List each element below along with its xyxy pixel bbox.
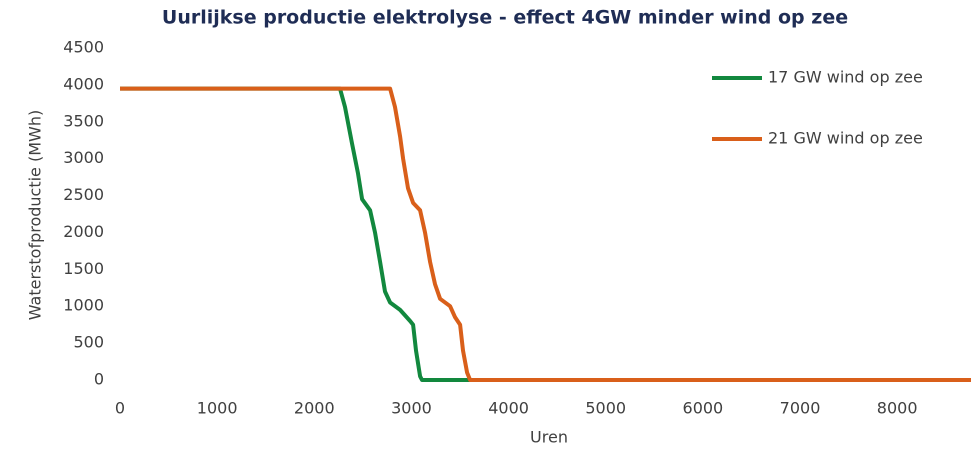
x-tick-label: 0 (115, 399, 125, 418)
y-tick-label: 3000 (63, 148, 104, 167)
y-axis-label: Waterstofproductie (MWh) (26, 110, 45, 321)
data-line (120, 86, 971, 382)
y-tick-label: 500 (73, 333, 104, 352)
x-tick-label: 7000 (780, 399, 821, 418)
legend-label: 21 GW wind op zee (768, 129, 923, 148)
y-tick-label: 4000 (63, 74, 104, 93)
x-tick-label: 5000 (585, 399, 626, 418)
y-tick-label: 2000 (63, 222, 104, 241)
x-axis-label: Uren (530, 428, 568, 447)
x-tick-label: 4000 (488, 399, 529, 418)
y-tick-label: 0 (94, 370, 104, 389)
legend-label: 17 GW wind op zee (768, 68, 923, 87)
y-tick-label: 1500 (63, 259, 104, 278)
data-line (120, 86, 971, 382)
y-tick-label: 3500 (63, 111, 104, 130)
x-tick-label: 8000 (877, 399, 918, 418)
x-tick-label: 3000 (391, 399, 432, 418)
chart-title: Uurlijkse productie elektrolyse - effect… (162, 7, 848, 29)
x-tick-label: 1000 (197, 399, 238, 418)
x-tick-label: 2000 (294, 399, 335, 418)
x-tick-label: 6000 (683, 399, 724, 418)
y-tick-label: 4500 (63, 38, 104, 57)
y-tick-label: 2500 (63, 185, 104, 204)
y-tick-label: 1000 (63, 296, 104, 315)
